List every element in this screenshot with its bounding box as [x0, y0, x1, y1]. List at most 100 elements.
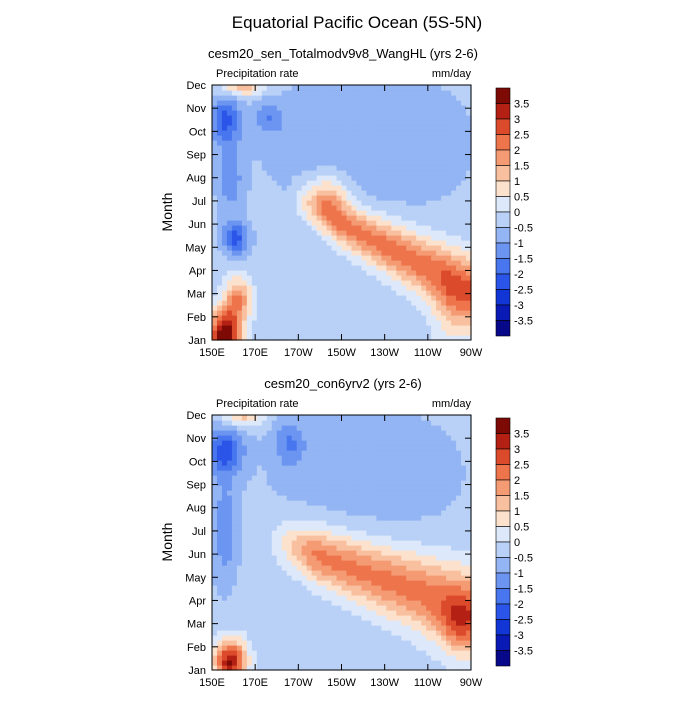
- heatmap-cell: [461, 315, 467, 321]
- heatmap-cell: [351, 580, 357, 586]
- heatmap-cell: [361, 160, 367, 166]
- heatmap-cell: [282, 235, 288, 241]
- heatmap-cell: [381, 645, 387, 651]
- heatmap-cell: [441, 520, 447, 526]
- heatmap-cell: [222, 145, 228, 151]
- heatmap-cell: [267, 515, 273, 521]
- heatmap-cell: [252, 290, 258, 296]
- heatmap-cell: [237, 570, 243, 576]
- heatmap-cell: [461, 280, 467, 286]
- heatmap-cell: [272, 535, 278, 541]
- heatmap-cell: [401, 150, 407, 156]
- heatmap-cell: [322, 205, 328, 211]
- heatmap-cell: [262, 210, 268, 216]
- heatmap-cell: [252, 495, 258, 501]
- x-tick-label: 150E: [199, 347, 225, 359]
- heatmap-cell: [267, 265, 273, 271]
- heatmap-cell: [292, 110, 298, 116]
- heatmap-cell: [406, 195, 412, 201]
- heatmap-cell: [416, 540, 422, 546]
- heatmap-cell: [426, 485, 432, 491]
- heatmap-cell: [292, 485, 298, 491]
- heatmap-cell: [361, 465, 367, 471]
- heatmap-cell: [431, 465, 437, 471]
- heatmap-cell: [217, 170, 223, 176]
- heatmap-cell: [366, 650, 372, 656]
- heatmap-cell: [426, 605, 432, 611]
- heatmap-cell: [217, 640, 223, 646]
- heatmap-cell: [272, 475, 278, 481]
- heatmap-cell: [242, 610, 248, 616]
- heatmap-cell: [406, 600, 412, 606]
- heatmap-cell: [446, 95, 452, 101]
- heatmap-cell: [406, 130, 412, 136]
- heatmap-cell: [421, 240, 427, 246]
- heatmap-cell: [257, 120, 263, 126]
- heatmap-cell: [232, 480, 238, 486]
- heatmap-cell: [391, 600, 397, 606]
- heatmap-cell: [252, 645, 258, 651]
- heatmap-cell: [361, 510, 367, 516]
- heatmap-cell: [332, 200, 338, 206]
- heatmap-cell: [257, 260, 263, 266]
- heatmap-cell: [381, 605, 387, 611]
- heatmap-cell: [267, 450, 273, 456]
- heatmap-cell: [292, 475, 298, 481]
- heatmap-cell: [312, 205, 318, 211]
- heatmap-cell: [247, 535, 253, 541]
- heatmap-cell: [371, 455, 377, 461]
- heatmap-cell: [361, 210, 367, 216]
- heatmap-cell: [406, 515, 412, 521]
- heatmap-cell: [456, 485, 462, 491]
- heatmap-cell: [337, 270, 343, 276]
- heatmap-cell: [252, 515, 258, 521]
- heatmap-cell: [366, 130, 372, 136]
- heatmap-cell: [227, 95, 233, 101]
- heatmap-cell: [272, 640, 278, 646]
- heatmap-cell: [317, 655, 323, 661]
- heatmap-cell: [411, 490, 417, 496]
- heatmap-cell: [456, 535, 462, 541]
- heatmap-cell: [356, 110, 362, 116]
- heatmap-cell: [217, 295, 223, 301]
- panel-right-label: mm/day: [432, 398, 472, 410]
- heatmap-cell: [426, 640, 432, 646]
- heatmap-cell: [292, 470, 298, 476]
- heatmap-cell: [307, 515, 313, 521]
- heatmap-cell: [237, 490, 243, 496]
- heatmap-cell: [406, 455, 412, 461]
- heatmap-cell: [247, 620, 253, 626]
- heatmap-cell: [307, 500, 313, 506]
- heatmap-cell: [356, 220, 362, 226]
- heatmap-cell: [212, 280, 218, 286]
- heatmap-cell: [361, 455, 367, 461]
- heatmap-cell: [386, 310, 392, 316]
- heatmap-cell: [242, 605, 248, 611]
- heatmap-cell: [247, 120, 253, 126]
- heatmap-cell: [337, 525, 343, 531]
- heatmap-cell: [227, 270, 233, 276]
- heatmap-cell: [257, 535, 263, 541]
- heatmap-cell: [327, 505, 333, 511]
- heatmap-cell: [376, 125, 382, 131]
- heatmap-cell: [247, 260, 253, 266]
- heatmap-cell: [277, 585, 283, 591]
- heatmap-cell: [307, 180, 313, 186]
- heatmap-cell: [237, 485, 243, 491]
- heatmap-cell: [361, 585, 367, 591]
- heatmap-cell: [366, 540, 372, 546]
- heatmap-cell: [322, 470, 328, 476]
- heatmap-cell: [366, 575, 372, 581]
- heatmap-cell: [287, 325, 293, 331]
- heatmap-cell: [287, 230, 293, 236]
- heatmap-cell: [232, 155, 238, 161]
- heatmap-cell: [421, 570, 427, 576]
- heatmap-cell: [227, 610, 233, 616]
- heatmap-cell: [346, 660, 352, 666]
- heatmap-cell: [431, 280, 437, 286]
- heatmap-cell: [371, 610, 377, 616]
- heatmap-cell: [421, 95, 427, 101]
- heatmap-cell: [406, 505, 412, 511]
- heatmap-cell: [252, 555, 258, 561]
- heatmap-cell: [247, 330, 253, 336]
